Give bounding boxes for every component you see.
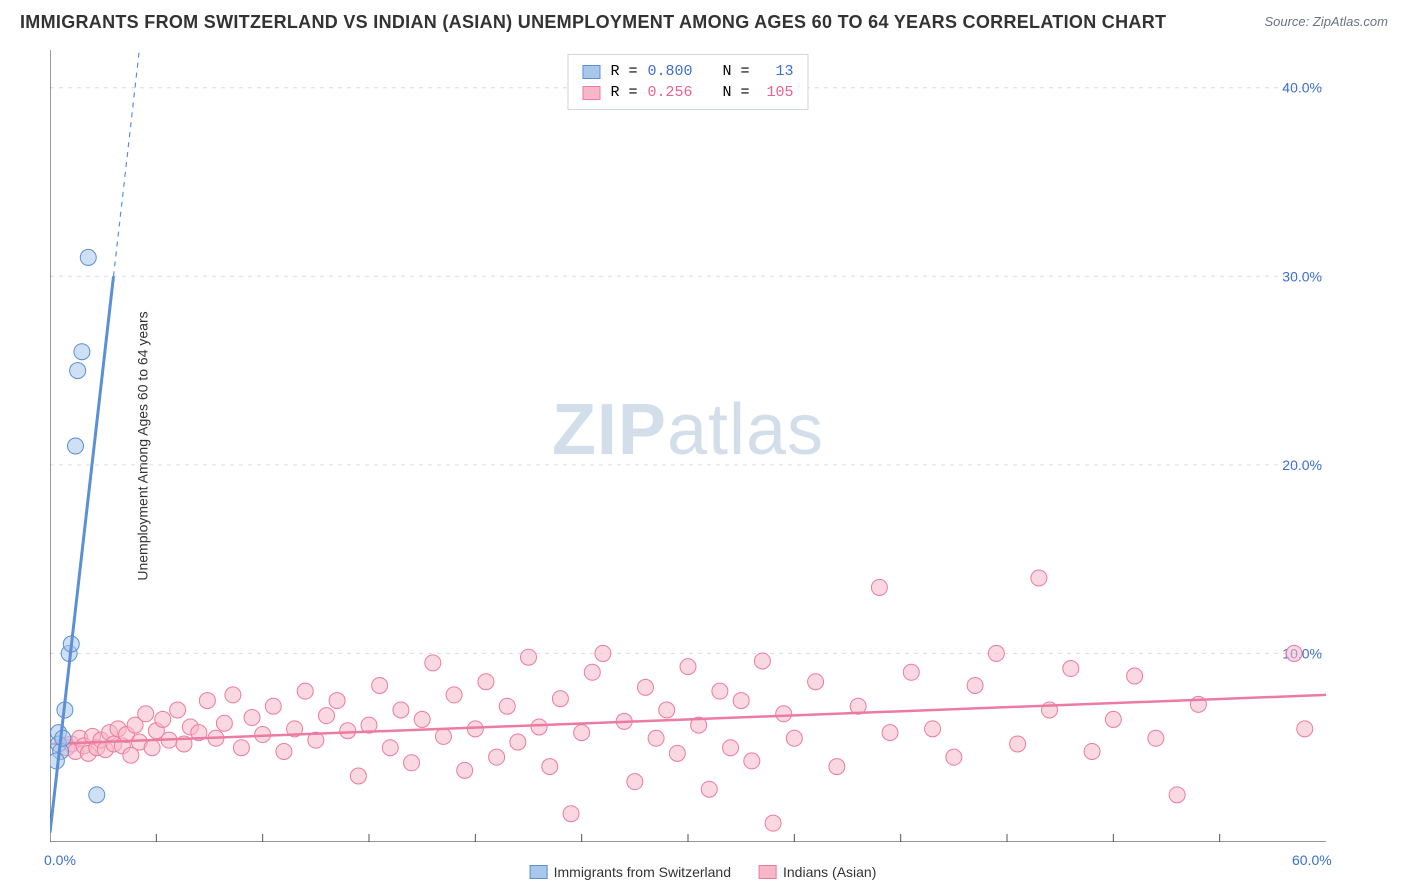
plot-area: 10.0%20.0%30.0%40.0% R = 0.800 N = 13 R … (50, 50, 1326, 842)
source-attribution: Source: ZipAtlas.com (1264, 14, 1388, 29)
legend-label-pink: Indians (Asian) (783, 864, 876, 880)
legend-item-pink: Indians (Asian) (759, 864, 876, 880)
n-label: N = (723, 61, 750, 82)
source-link[interactable]: ZipAtlas.com (1313, 14, 1388, 29)
svg-text:20.0%: 20.0% (1282, 457, 1322, 473)
r-value-blue: 0.800 (647, 61, 692, 82)
r-value-pink: 0.256 (647, 82, 692, 103)
n-label: N = (723, 82, 750, 103)
chart-title: IMMIGRANTS FROM SWITZERLAND VS INDIAN (A… (20, 12, 1166, 33)
swatch-pink (759, 865, 777, 879)
n-value-blue: 13 (760, 61, 794, 82)
x-tick-min: 0.0% (44, 852, 76, 868)
r-label: R = (610, 82, 637, 103)
correlation-legend: R = 0.800 N = 13 R = 0.256 N = 105 (567, 54, 808, 110)
source-prefix: Source: (1264, 14, 1312, 29)
swatch-pink (582, 86, 600, 100)
svg-text:30.0%: 30.0% (1282, 268, 1322, 284)
legend-row-blue: R = 0.800 N = 13 (582, 61, 793, 82)
series-legend: Immigrants from Switzerland Indians (Asi… (530, 864, 877, 880)
legend-row-pink: R = 0.256 N = 105 (582, 82, 793, 103)
n-value-pink: 105 (760, 82, 794, 103)
svg-text:40.0%: 40.0% (1282, 80, 1322, 96)
swatch-blue (530, 865, 548, 879)
swatch-blue (582, 65, 600, 79)
legend-item-blue: Immigrants from Switzerland (530, 864, 731, 880)
r-label: R = (610, 61, 637, 82)
legend-label-blue: Immigrants from Switzerland (554, 864, 731, 880)
x-tick-max: 60.0% (1292, 852, 1332, 868)
scatter-chart: 10.0%20.0%30.0%40.0% (50, 50, 1326, 842)
